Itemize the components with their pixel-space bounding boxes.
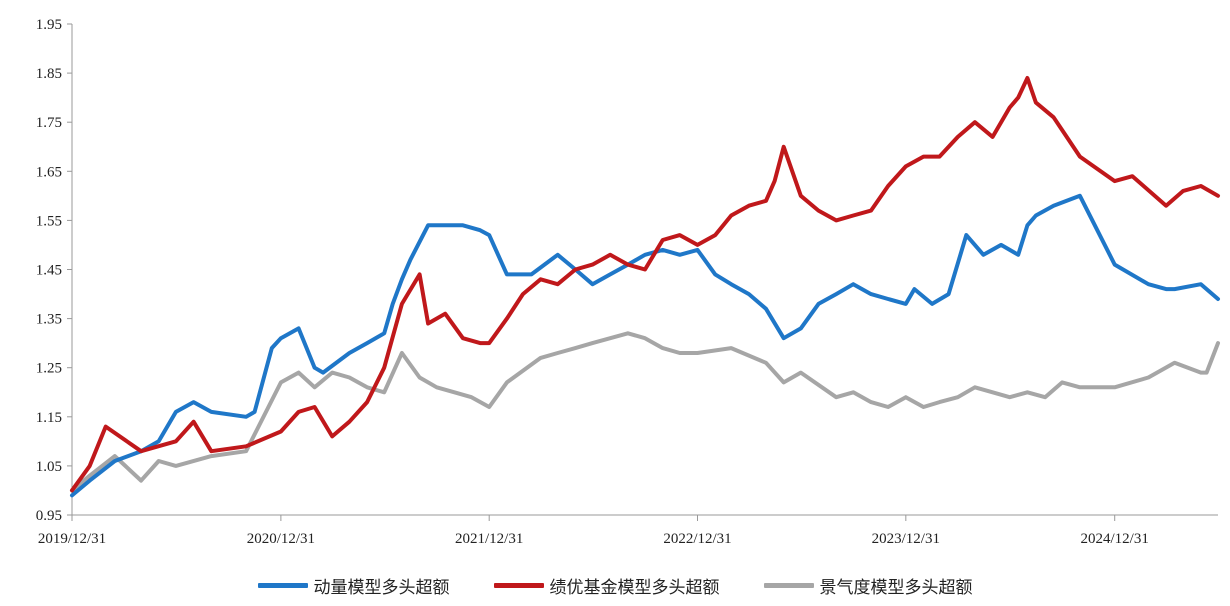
y-tick-label: 1.75: [36, 115, 62, 131]
x-tick-label: 2020/12/31: [247, 531, 315, 547]
line-chart: 0.95 1.05 1.15 1.25 1.35 1.45 1.55 1.65 1.75 1.85…: [36, 17, 1220, 547]
chart-legend: 动量模型多头超额 绩优基金模型多头超额 景气度模型多头超额: [0, 570, 1230, 600]
legend-item-top-fund: 绩优基金模型多头超额: [493, 573, 720, 598]
legend-label-prosperity: 景气度模型多头超额: [819, 577, 973, 598]
legend-label-top-fund: 绩优基金模型多头超额: [549, 577, 720, 598]
y-tick-label: 1.65: [36, 164, 62, 180]
legend-swatch-prosperity: [763, 582, 814, 588]
legend-label-momentum: 动量模型多头超额: [313, 577, 450, 598]
y-tick-label: 1.25: [36, 361, 62, 377]
y-tick-label: 1.85: [36, 66, 62, 82]
x-tick-label: 2019/12/31: [38, 531, 106, 547]
y-tick-label: 1.05: [36, 459, 62, 475]
y-tick-label: 1.55: [36, 213, 62, 229]
chart-axes: 0.95 1.05 1.15 1.25 1.35 1.45 1.55 1.65 1.75 1.85…: [36, 17, 1218, 547]
x-tick-label: 2024/12/31: [1081, 531, 1149, 547]
chart-series-lines: [70, 76, 1220, 498]
series-line-prosperity: [70, 331, 1220, 493]
y-tick-label: 1.95: [36, 17, 62, 33]
x-tick-label: 2021/12/31: [455, 531, 523, 547]
series-line-top-fund: [70, 76, 1220, 493]
legend-swatch-momentum: [257, 582, 308, 588]
legend-swatch-top-fund: [493, 582, 544, 588]
x-tick-label: 2022/12/31: [663, 531, 731, 547]
y-tick-label: 1.45: [36, 263, 62, 279]
x-tick-label: 2023/12/31: [872, 531, 940, 547]
y-tick-label: 1.15: [36, 410, 62, 426]
series-line-momentum: [70, 193, 1220, 498]
legend-item-momentum: 动量模型多头超额: [257, 573, 450, 598]
y-tick-label: 0.95: [36, 508, 62, 524]
legend-item-prosperity: 景气度模型多头超额: [763, 573, 973, 598]
y-tick-label: 1.35: [36, 312, 62, 328]
